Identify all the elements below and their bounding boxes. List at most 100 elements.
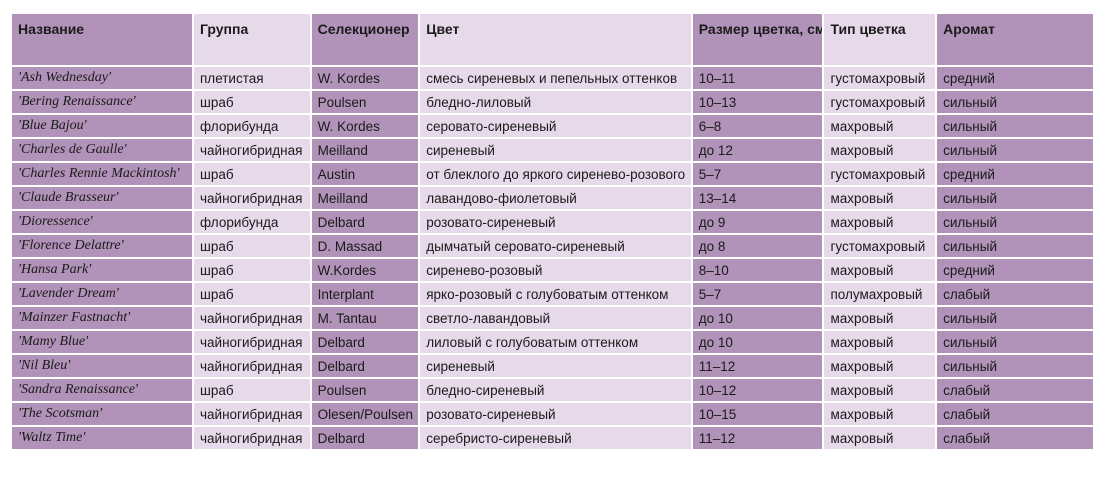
- table-row: 'Ash Wednesday' плетистая W. Kordes смесь с…: [12, 67, 1093, 89]
- cell-flower-type: махровый: [824, 379, 936, 401]
- cell-flower-size: до 12: [692, 139, 823, 161]
- cell-flower-type: махровый: [824, 139, 936, 161]
- cell-flower-type: махровый: [824, 211, 936, 233]
- cell-name: 'Ash Wednesday': [12, 67, 192, 89]
- cell-fragrance: слабый: [937, 403, 1093, 425]
- cell-name: 'Mamy Blue': [12, 331, 192, 353]
- cell-breeder: M. Tantau: [311, 307, 419, 329]
- cell-breeder: Poulsen: [311, 91, 419, 113]
- cell-flower-size: 10–15: [692, 403, 823, 425]
- cell-name: 'Charles de Gaulle': [12, 139, 192, 161]
- cell-flower-size: 6–8: [692, 115, 823, 137]
- cell-name: 'Waltz Time': [12, 427, 192, 449]
- cell-breeder: Poulsen: [311, 379, 419, 401]
- cell-name: 'Lavender Dream': [12, 283, 192, 305]
- cell-group: шраб: [194, 91, 310, 113]
- cell-group: шраб: [194, 379, 310, 401]
- cell-breeder: Olesen/Poulsen: [311, 403, 419, 425]
- cell-name: 'Nil Bleu': [12, 355, 192, 377]
- header-group: Группа: [194, 14, 310, 65]
- header-fragrance: Аромат: [937, 14, 1093, 65]
- cell-flower-size: 10–13: [692, 91, 823, 113]
- table-row: 'Bering Renaissance' шраб Poulsen бледно-ли…: [12, 91, 1093, 113]
- cell-breeder: W. Kordes: [311, 67, 419, 89]
- cell-flower-size: 11–12: [692, 355, 823, 377]
- cell-flower-type: густомахровый: [824, 163, 936, 185]
- table-row: 'Mamy Blue' чайногибридная Delbard лиловый …: [12, 331, 1093, 353]
- header-flower-size: Размер цветка, см: [692, 14, 823, 65]
- cell-name: 'Charles Rennie Mackintosh': [12, 163, 192, 185]
- cell-flower-type: густомахровый: [824, 91, 936, 113]
- cell-flower-size: 5–7: [692, 163, 823, 185]
- header-row: Название Группа Селекционер Цвет Размер …: [12, 14, 1093, 65]
- table-row: 'Charles Rennie Mackintosh' шраб Austin от …: [12, 163, 1093, 185]
- cell-fragrance: средний: [937, 259, 1093, 281]
- cell-group: шраб: [194, 283, 310, 305]
- cell-color: серебристо-сиреневый: [420, 427, 691, 449]
- cell-flower-type: густомахровый: [824, 235, 936, 257]
- cell-fragrance: сильный: [937, 115, 1093, 137]
- cell-flower-type: махровый: [824, 403, 936, 425]
- cell-fragrance: сильный: [937, 235, 1093, 257]
- cell-flower-type: махровый: [824, 355, 936, 377]
- rose-table-container: Название Группа Селекционер Цвет Размер …: [10, 12, 1095, 451]
- cell-name: 'Dioressence': [12, 211, 192, 233]
- table-body: 'Ash Wednesday' плетистая W. Kordes смесь с…: [12, 67, 1093, 449]
- cell-flower-size: до 9: [692, 211, 823, 233]
- cell-fragrance: слабый: [937, 427, 1093, 449]
- cell-breeder: Delbard: [311, 211, 419, 233]
- cell-group: шраб: [194, 163, 310, 185]
- cell-color: сиренево-розовый: [420, 259, 691, 281]
- cell-color: дымчатый серовато-сиреневый: [420, 235, 691, 257]
- cell-group: чайногибридная: [194, 187, 310, 209]
- table-row: 'Claude Brasseur' чайногибридная Meilland л…: [12, 187, 1093, 209]
- cell-name: 'Mainzer Fastnacht': [12, 307, 192, 329]
- cell-breeder: W. Kordes: [311, 115, 419, 137]
- cell-color: бледно-сиреневый: [420, 379, 691, 401]
- cell-group: чайногибридная: [194, 355, 310, 377]
- cell-name: 'Bering Renaissance': [12, 91, 192, 113]
- cell-group: плетистая: [194, 67, 310, 89]
- cell-breeder: Interplant: [311, 283, 419, 305]
- cell-flower-type: махровый: [824, 307, 936, 329]
- cell-flower-type: густомахровый: [824, 67, 936, 89]
- cell-fragrance: сильный: [937, 187, 1093, 209]
- table-row: 'Dioressence' флорибунда Delbard розовато-с…: [12, 211, 1093, 233]
- cell-breeder: Meilland: [311, 139, 419, 161]
- cell-group: чайногибридная: [194, 307, 310, 329]
- table-row: 'Lavender Dream' шраб Interplant ярко-розов…: [12, 283, 1093, 305]
- cell-fragrance: слабый: [937, 379, 1093, 401]
- cell-fragrance: сильный: [937, 331, 1093, 353]
- cell-fragrance: средний: [937, 67, 1093, 89]
- cell-color: розовато-сиреневый: [420, 403, 691, 425]
- table-row: 'Waltz Time' чайногибридная Delbard серебри…: [12, 427, 1093, 449]
- cell-fragrance: сильный: [937, 355, 1093, 377]
- cell-breeder: Delbard: [311, 427, 419, 449]
- cell-flower-type: махровый: [824, 427, 936, 449]
- cell-color: сиреневый: [420, 355, 691, 377]
- cell-group: шраб: [194, 235, 310, 257]
- cell-flower-size: 8–10: [692, 259, 823, 281]
- cell-group: чайногибридная: [194, 403, 310, 425]
- cell-flower-size: до 10: [692, 307, 823, 329]
- cell-flower-size: до 8: [692, 235, 823, 257]
- cell-breeder: D. Massad: [311, 235, 419, 257]
- cell-name: 'Florence Delattre': [12, 235, 192, 257]
- cell-color: сиреневый: [420, 139, 691, 161]
- lilac-roses-table: Название Группа Селекционер Цвет Размер …: [10, 12, 1095, 451]
- cell-color: серовато-сиреневый: [420, 115, 691, 137]
- cell-breeder: W.Kordes: [311, 259, 419, 281]
- cell-fragrance: сильный: [937, 307, 1093, 329]
- header-color: Цвет: [420, 14, 691, 65]
- cell-flower-size: 10–12: [692, 379, 823, 401]
- cell-flower-type: полумахровый: [824, 283, 936, 305]
- cell-breeder: Delbard: [311, 331, 419, 353]
- table-header: Название Группа Селекционер Цвет Размер …: [12, 14, 1093, 65]
- cell-flower-size: 10–11: [692, 67, 823, 89]
- cell-breeder: Meilland: [311, 187, 419, 209]
- cell-fragrance: средний: [937, 163, 1093, 185]
- table-row: 'Charles de Gaulle' чайногибридная Meillan…: [12, 139, 1093, 161]
- cell-fragrance: сильный: [937, 91, 1093, 113]
- cell-flower-type: махровый: [824, 187, 936, 209]
- cell-color: лиловый с голубоватым оттенком: [420, 331, 691, 353]
